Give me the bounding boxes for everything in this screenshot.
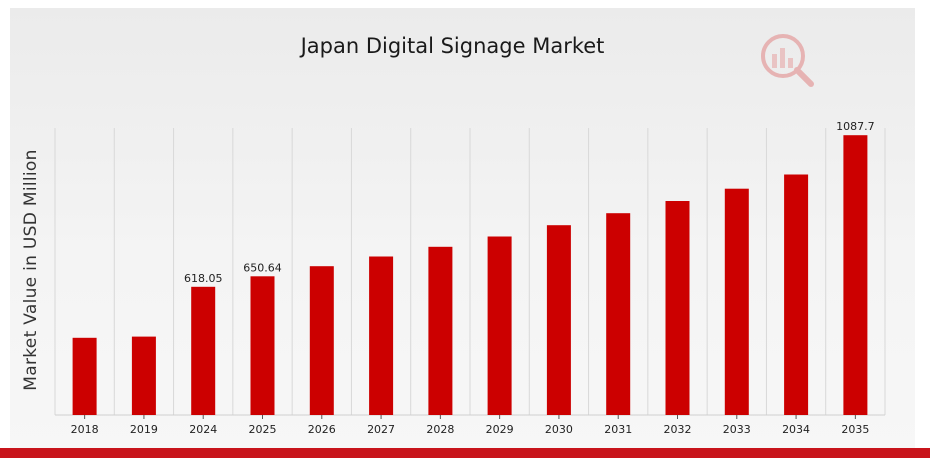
bar-2027 (369, 256, 394, 415)
data-label-2024: 618.05 (184, 272, 223, 285)
x-tick-label: 2026 (308, 423, 336, 436)
x-tick-label: 2028 (426, 423, 454, 436)
x-tick-label: 2019 (130, 423, 158, 436)
bar-2031 (606, 213, 631, 415)
bar-2029 (487, 236, 512, 415)
x-tick-label: 2027 (367, 423, 395, 436)
x-tick-label: 2033 (723, 423, 751, 436)
x-tick-label: 2025 (249, 423, 277, 436)
x-tick-label: 2031 (604, 423, 632, 436)
chart-card (10, 8, 915, 455)
x-tick-label: 2034 (782, 423, 810, 436)
bar-2024 (191, 286, 216, 415)
bar-2030 (546, 225, 571, 415)
data-label-2025: 650.64 (243, 261, 282, 274)
bar-2019 (131, 336, 156, 415)
bar-2028 (428, 246, 453, 415)
bar-2032 (665, 201, 690, 415)
bar-2035 (843, 135, 868, 415)
footer-accent-bar (0, 448, 930, 458)
x-tick-label: 2035 (841, 423, 869, 436)
x-tick-label: 2024 (189, 423, 217, 436)
bar-2033 (724, 188, 749, 415)
chart-title: Japan Digital Signage Market (300, 34, 605, 58)
x-tick-label: 2030 (545, 423, 573, 436)
x-tick-label: 2032 (664, 423, 692, 436)
bar-2026 (309, 266, 334, 415)
brand-logo-icon (761, 34, 814, 87)
bar-2018 (72, 337, 97, 415)
bar-2025 (250, 276, 275, 415)
data-label-2035: 1087.7 (836, 120, 875, 133)
bar-2034 (784, 174, 809, 415)
x-tick-label: 2018 (71, 423, 99, 436)
x-tick-label: 2029 (486, 423, 514, 436)
